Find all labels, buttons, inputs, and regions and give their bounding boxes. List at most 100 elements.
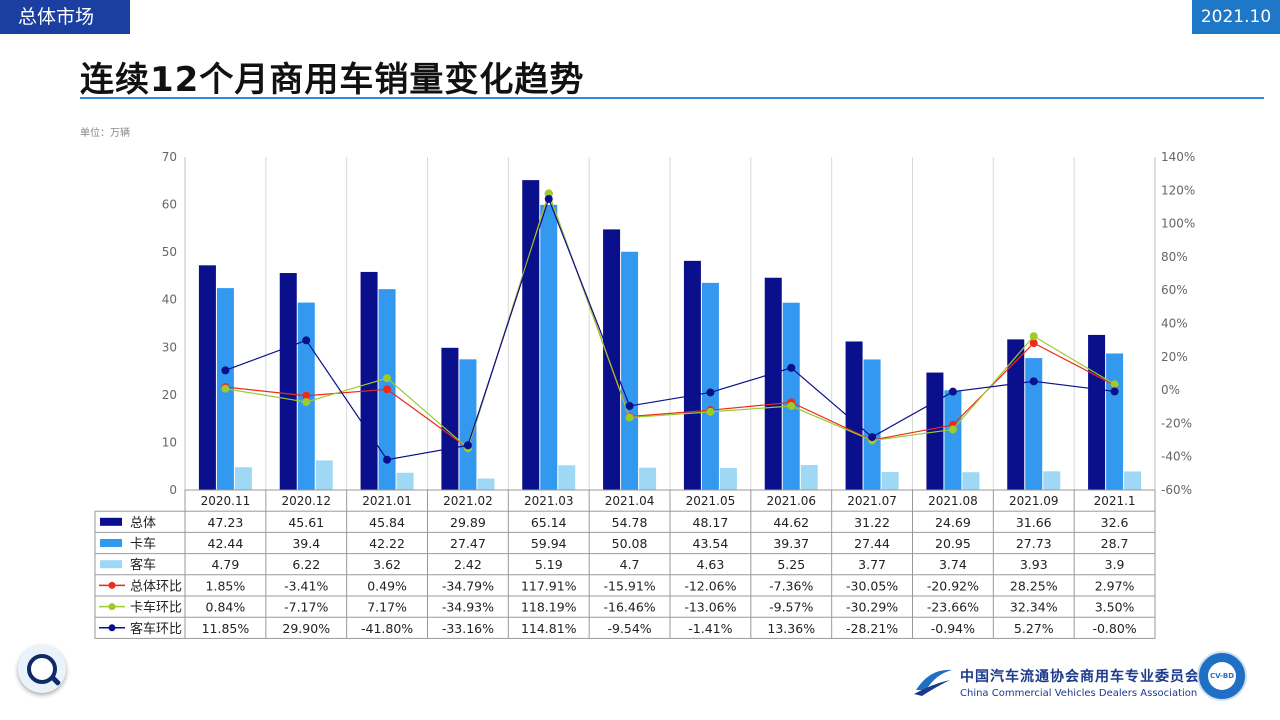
table-cell: -0.94% bbox=[931, 621, 975, 636]
point-truck_mom bbox=[544, 189, 553, 198]
table-cell: 20.95 bbox=[935, 536, 971, 551]
x-tick-label: 2021.09 bbox=[1009, 494, 1059, 508]
table-cell: -30.29% bbox=[846, 600, 898, 615]
table-cell: 29.89 bbox=[450, 515, 486, 530]
line-total_mom bbox=[225, 191, 1115, 449]
table-cell: 65.14 bbox=[531, 515, 567, 530]
table-cell: 27.44 bbox=[854, 536, 890, 551]
bar-bus bbox=[558, 465, 576, 490]
x-tick-label: 2021.04 bbox=[605, 494, 655, 508]
table-cell: 39.4 bbox=[292, 536, 320, 551]
table-cell: 13.36% bbox=[767, 621, 815, 636]
y-right-tick-label: 20% bbox=[1161, 350, 1188, 364]
point-bus_mom bbox=[1029, 377, 1038, 386]
line-bus_mom bbox=[225, 197, 1115, 461]
table-cell: 117.91% bbox=[521, 578, 577, 593]
x-tick-label: 2021.03 bbox=[524, 494, 574, 508]
table-cell: 24.69 bbox=[935, 515, 971, 530]
legend-label: 总体 bbox=[130, 516, 156, 531]
table-cell: -34.79% bbox=[442, 578, 494, 593]
table-cell: -16.46% bbox=[603, 600, 655, 615]
y-right-tick-label: 60% bbox=[1161, 283, 1188, 297]
bar-bus bbox=[1043, 471, 1061, 490]
bar-bus bbox=[639, 467, 657, 490]
table-cell: -13.06% bbox=[684, 600, 736, 615]
y-right-tick-label: 120% bbox=[1161, 183, 1195, 197]
y-right-tick-label: -20% bbox=[1161, 416, 1192, 430]
y-left-tick-label: 0 bbox=[169, 483, 177, 497]
point-truck_mom bbox=[383, 374, 392, 383]
y-left-tick-label: 50 bbox=[162, 245, 177, 259]
point-bus_mom bbox=[221, 366, 230, 375]
table-cell: 59.94 bbox=[531, 536, 567, 551]
table-cell: -23.66% bbox=[927, 600, 979, 615]
x-tick-label: 2021.05 bbox=[686, 494, 736, 508]
point-truck_mom bbox=[625, 413, 634, 422]
bar-truck bbox=[701, 282, 719, 490]
table-cell: -33.16% bbox=[442, 621, 494, 636]
association-name-en: China Commercial Vehicles Dealers Associ… bbox=[960, 688, 1198, 699]
table-cell: 3.9 bbox=[1105, 557, 1125, 572]
bar-truck bbox=[621, 251, 639, 490]
legend-label: 卡车 bbox=[130, 536, 156, 552]
x-tick-label: 2021.07 bbox=[847, 494, 897, 508]
table-cell: 32.6 bbox=[1101, 515, 1129, 530]
table-cell: 27.73 bbox=[1016, 536, 1052, 551]
point-truck_mom bbox=[1029, 332, 1038, 341]
y-right-tick-label: 100% bbox=[1161, 217, 1195, 231]
table-cell: -7.36% bbox=[769, 578, 813, 593]
y-left-tick-label: 20 bbox=[162, 388, 177, 402]
table-cell: -30.05% bbox=[846, 578, 898, 593]
point-truck_mom bbox=[948, 425, 957, 434]
bar-total bbox=[845, 341, 863, 490]
bar-bus bbox=[962, 472, 980, 490]
x-tick-label: 2021.1 bbox=[1094, 494, 1136, 508]
bar-truck bbox=[1106, 353, 1124, 490]
table-cell: -0.80% bbox=[1092, 621, 1136, 636]
bar-total bbox=[360, 271, 378, 490]
bar-total bbox=[683, 260, 701, 490]
y-left-tick-label: 70 bbox=[162, 150, 177, 164]
bar-bus bbox=[477, 478, 495, 490]
table-cell: 1.85% bbox=[206, 578, 246, 593]
y-right-tick-label: -60% bbox=[1161, 483, 1192, 497]
table-cell: 2.97% bbox=[1095, 578, 1135, 593]
table-cell: 0.84% bbox=[206, 600, 246, 615]
table-cell: 3.62 bbox=[373, 557, 401, 572]
bar-bus bbox=[234, 467, 252, 490]
point-bus_mom bbox=[302, 336, 311, 345]
table-cell: 28.7 bbox=[1101, 536, 1129, 551]
table-cell: 28.25% bbox=[1010, 578, 1058, 593]
table-cell: -1.41% bbox=[688, 621, 732, 636]
table-cell: -41.80% bbox=[361, 621, 413, 636]
table-cell: 29.90% bbox=[282, 621, 330, 636]
table-cell: 4.63 bbox=[696, 557, 724, 572]
table-cell: 118.19% bbox=[521, 600, 577, 615]
y-right-tick-label: 140% bbox=[1161, 150, 1195, 164]
x-tick-label: 2020.12 bbox=[281, 494, 331, 508]
table-cell: 0.49% bbox=[367, 578, 407, 593]
bar-total bbox=[1088, 334, 1106, 490]
bar-truck bbox=[863, 359, 881, 490]
table-cell: -28.21% bbox=[846, 621, 898, 636]
y-left-tick-label: 40 bbox=[162, 293, 177, 307]
table-cell: 5.25 bbox=[777, 557, 805, 572]
point-truck_mom bbox=[706, 407, 715, 416]
point-truck_mom bbox=[302, 398, 311, 407]
association-name: 中国汽车流通协会商用车专业委员会 China Commercial Vehicl… bbox=[960, 666, 1200, 699]
association-logo-icon bbox=[914, 669, 952, 696]
table-cell: 6.22 bbox=[292, 557, 320, 572]
table-cell: 47.23 bbox=[208, 515, 244, 530]
point-bus_mom bbox=[625, 401, 634, 410]
legend-marker-truck_mom bbox=[108, 603, 116, 611]
legend-label: 总体环比 bbox=[130, 579, 182, 594]
table-cell: 2.42 bbox=[454, 557, 482, 572]
y-right-tick-label: 80% bbox=[1161, 250, 1188, 264]
association-name-cn: 中国汽车流通协会商用车专业委员会 bbox=[960, 669, 1200, 685]
point-bus_mom bbox=[544, 194, 553, 203]
point-bus_mom bbox=[787, 363, 796, 372]
legend-swatch-truck bbox=[100, 539, 122, 547]
table-cell: 7.17% bbox=[367, 600, 407, 615]
bar-bus bbox=[719, 467, 737, 490]
